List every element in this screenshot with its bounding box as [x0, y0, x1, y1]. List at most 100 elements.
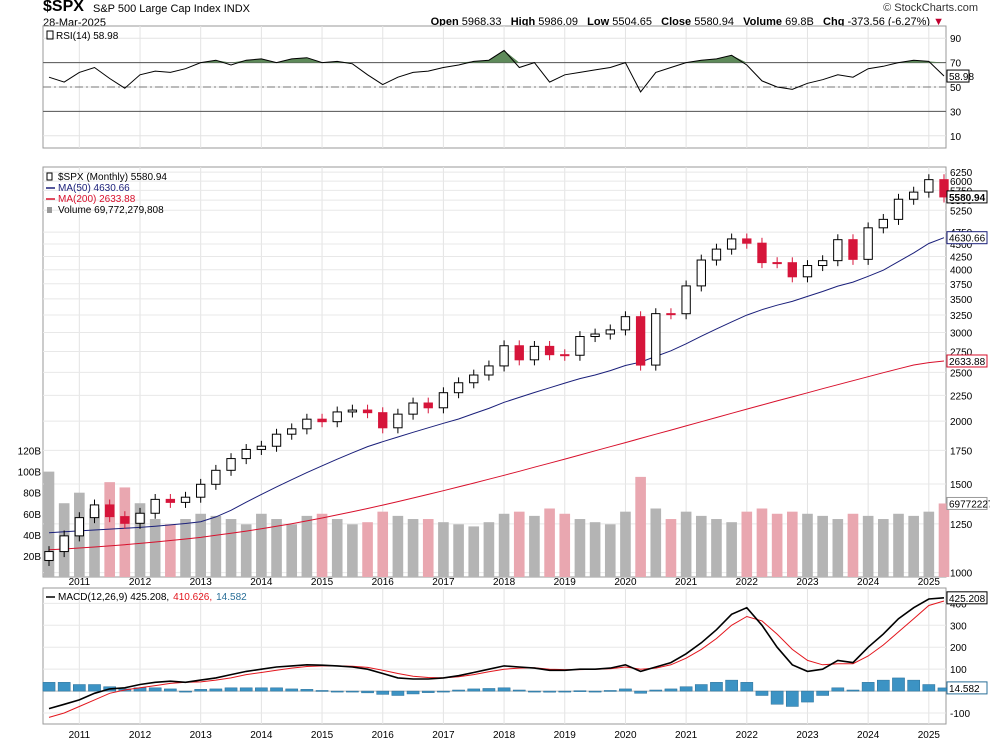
candle-body — [575, 336, 585, 356]
price-ytick-label: 2000 — [950, 417, 973, 428]
price-candle — [802, 260, 813, 283]
macd-histogram-bar — [694, 684, 708, 692]
price-ytick-label: 2250 — [950, 391, 973, 402]
volume-bar — [271, 519, 282, 577]
price-candle — [453, 377, 464, 399]
macd-histogram-bar — [148, 687, 162, 692]
macd-histogram-bar — [846, 689, 860, 692]
price-candle — [772, 257, 782, 269]
volume-bar — [407, 519, 419, 577]
price-xtick-label: 2016 — [372, 577, 395, 588]
macd-histogram-bar — [361, 690, 374, 694]
macd-histogram-bar — [619, 688, 632, 692]
macd-xtick-label: 2015 — [311, 730, 334, 741]
price-candle — [726, 233, 737, 255]
price-candle — [469, 369, 479, 389]
volume-bar — [301, 515, 313, 577]
volume-bar — [89, 508, 100, 577]
macd-histogram-bar — [922, 684, 936, 692]
price-candle — [438, 387, 449, 414]
volume-bar — [180, 519, 191, 577]
price-xtick-label: 2022 — [736, 577, 759, 588]
candle-body — [211, 469, 221, 485]
volume-bar — [589, 522, 601, 577]
price-xtick-label: 2021 — [675, 577, 698, 588]
ma50-last-value-box — [946, 231, 988, 245]
macd-ytick-label: 300 — [950, 621, 967, 632]
candle-body — [651, 313, 661, 366]
price-xtick-label: 2018 — [493, 577, 516, 588]
macd-histogram-bar — [588, 690, 602, 693]
price-candle — [848, 234, 858, 265]
price-candle — [150, 493, 160, 519]
macd-histogram-bar — [42, 682, 56, 692]
macd-ytick-label: 200 — [950, 643, 967, 654]
macd-histogram-bar — [710, 682, 723, 692]
volume-bar — [119, 487, 131, 577]
macd-histogram-bar — [785, 690, 799, 707]
volume-ytick-label: 80B — [23, 489, 41, 500]
candle-body — [484, 365, 494, 376]
price-ytick-label: 2500 — [950, 368, 973, 379]
macd-xtick-label: 2023 — [796, 730, 819, 741]
brand-watermark[interactable]: © StockCharts.com — [883, 2, 978, 14]
macd-histogram-bar — [861, 682, 875, 692]
price-xtick-label: 2017 — [432, 577, 455, 588]
candle-body — [620, 316, 631, 331]
macd-xtick-label: 2019 — [554, 730, 577, 741]
price-legend-text: MA(200) 2633.88 — [58, 194, 136, 205]
signal-legend-text: 410.626, — [173, 592, 212, 603]
price-ytick-label: 1000 — [950, 569, 973, 580]
macd-xtick-label: 2018 — [493, 730, 516, 741]
price-candle — [544, 340, 555, 361]
macd-histogram-bar — [892, 677, 905, 692]
symbol-title: $SPX — [43, 0, 84, 15]
candle-body — [772, 262, 782, 265]
price-candle — [529, 340, 540, 366]
candle-body — [226, 458, 236, 471]
price-ytick-label: 5250 — [950, 206, 973, 217]
volume-bar — [43, 471, 55, 577]
histogram-last-value: 14.582 — [949, 684, 980, 695]
candle-body — [332, 411, 342, 423]
volume-bar — [908, 515, 919, 577]
candle-body — [378, 412, 388, 429]
ma200-line — [48, 360, 945, 551]
price-candle — [484, 360, 494, 381]
price-ytick-label: 4500 — [950, 240, 973, 251]
candle-body — [726, 238, 737, 250]
macd-ytick-label: -100 — [950, 709, 970, 720]
volume-bar — [923, 511, 935, 577]
macd-histogram-bar — [801, 690, 814, 703]
price-candle — [863, 222, 873, 265]
volume-bar — [225, 519, 237, 577]
macd-histogram-bar — [877, 679, 890, 692]
macd-histogram-bar — [603, 690, 617, 692]
rsi-overbought-fill — [49, 50, 944, 63]
price-candle — [89, 499, 100, 524]
candle-body — [453, 382, 464, 394]
macd-histogram-bar — [907, 679, 920, 692]
price-xtick-label: 2019 — [554, 577, 577, 588]
macd-histogram-bar — [437, 690, 450, 693]
price-candle — [939, 174, 949, 203]
macd-histogram-bar — [573, 690, 587, 692]
macd-histogram-bar — [528, 690, 541, 693]
candle-body — [802, 265, 813, 278]
price-candle — [165, 493, 176, 508]
candle-body — [105, 504, 115, 518]
price-candle — [787, 257, 797, 283]
volume-bar — [817, 515, 828, 577]
macd-histogram-bar — [725, 679, 738, 692]
volume-bar — [347, 524, 358, 577]
macd-histogram-bar — [376, 690, 390, 695]
volume-bar — [513, 511, 525, 577]
panel-frame-2 — [42, 587, 947, 725]
volume-bar — [802, 513, 813, 577]
macd-last-value-box — [946, 591, 988, 605]
volume-bar — [832, 519, 844, 577]
volume-bar — [665, 519, 677, 577]
macd-xtick-label: 2012 — [129, 730, 152, 741]
price-legend-text: MA(50) 4630.66 — [58, 183, 130, 194]
